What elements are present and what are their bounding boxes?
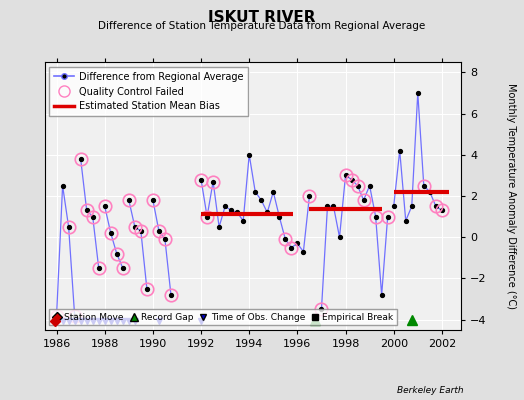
Legend: Station Move, Record Gap, Time of Obs. Change, Empirical Break: Station Move, Record Gap, Time of Obs. C…	[49, 309, 397, 326]
Text: Berkeley Earth: Berkeley Earth	[397, 386, 464, 395]
Text: ISKUT RIVER: ISKUT RIVER	[208, 10, 316, 25]
Text: Difference of Station Temperature Data from Regional Average: Difference of Station Temperature Data f…	[99, 21, 425, 31]
Y-axis label: Monthly Temperature Anomaly Difference (°C): Monthly Temperature Anomaly Difference (…	[506, 83, 516, 309]
